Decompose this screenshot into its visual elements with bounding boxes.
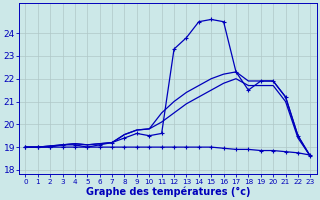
X-axis label: Graphe des températures (°c): Graphe des températures (°c)	[85, 186, 250, 197]
